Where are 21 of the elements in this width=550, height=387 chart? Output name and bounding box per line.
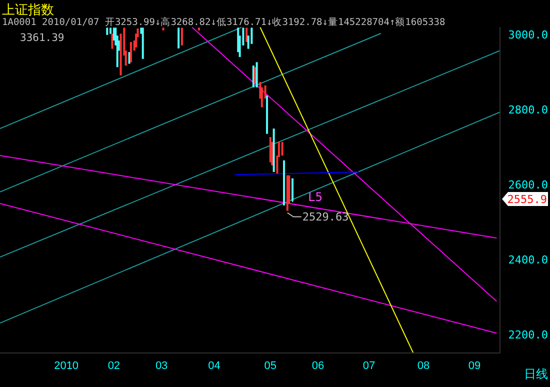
x-tick-label: 02 bbox=[108, 360, 120, 372]
x-tick-label: 03 bbox=[155, 360, 168, 372]
x-tick-label: 05 bbox=[264, 360, 277, 372]
x-tick-label: 07 bbox=[362, 360, 376, 372]
chart-subtitle: 1A0001 2010/01/07 开3253.99↓高3268.82↓低3176.71↓收3192.78↓量145228704↑额1605338 bbox=[2, 16, 446, 28]
annotation: 2529.63 bbox=[302, 210, 349, 224]
text: 2555.9 bbox=[507, 193, 547, 206]
text: 日线 bbox=[524, 367, 548, 381]
annotation: L5 bbox=[308, 190, 322, 204]
y-tick-label: 2600.0 bbox=[508, 178, 548, 192]
x-tick-label: 08 bbox=[417, 360, 430, 372]
y-tick-label: 2400.0 bbox=[508, 253, 548, 266]
x-tick-label: 2010 bbox=[54, 360, 79, 372]
chart-title: 上证指数 bbox=[2, 3, 54, 18]
y-tick-label: 2800.0 bbox=[508, 103, 548, 116]
annotation: 3361.39 bbox=[20, 32, 64, 44]
y-tick-label: 2200.0 bbox=[508, 328, 548, 342]
y-tick-label: 3000.0 bbox=[508, 28, 548, 42]
x-tick-label: 06 bbox=[312, 360, 324, 372]
x-tick-label: 04 bbox=[208, 360, 220, 372]
x-tick-label: 09 bbox=[468, 360, 481, 372]
